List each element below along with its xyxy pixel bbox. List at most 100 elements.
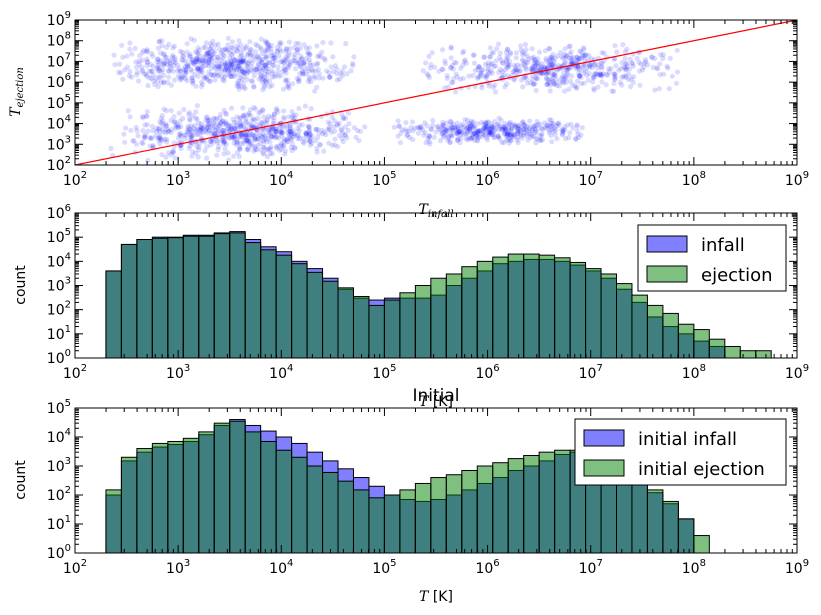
scatter-point: [422, 130, 428, 136]
scatter-point: [551, 128, 557, 134]
scatter-point: [619, 82, 625, 88]
scatter-point: [162, 136, 168, 142]
scatter-point: [165, 68, 172, 74]
scatter-point: [621, 64, 627, 70]
scatter-point: [520, 119, 526, 125]
histogram-bar: [492, 462, 509, 553]
x-tick-label: 103: [166, 558, 190, 577]
scatter-point: [193, 49, 199, 55]
histogram-bar: [538, 254, 556, 358]
scatter-point: [566, 44, 572, 50]
scatter-point: [244, 136, 250, 143]
scatter-point: [254, 53, 261, 59]
scatter-point: [286, 83, 292, 89]
x-tick-label: 103: [166, 170, 190, 189]
scatter-point: [305, 123, 311, 129]
scatter-point: [440, 122, 446, 128]
scatter-point: [196, 140, 202, 146]
scatter-point: [492, 127, 498, 133]
scatter-point: [521, 130, 527, 136]
scatter-point: [257, 109, 263, 115]
scatter-point: [178, 76, 184, 82]
scatter-point: [550, 61, 556, 67]
scatter-point: [279, 133, 285, 139]
scatter-point: [560, 129, 566, 135]
scatter-point: [530, 64, 536, 70]
scatter-point: [273, 144, 279, 150]
scatter-point: [328, 40, 334, 46]
legend-swatch: [583, 429, 625, 447]
scatter-point: [573, 136, 579, 142]
scatter-point: [249, 117, 255, 123]
scatter-point: [309, 67, 315, 73]
scatter-point: [271, 115, 277, 121]
scatter-point: [313, 126, 319, 132]
scatter-point: [154, 59, 160, 65]
scatter-point: [171, 43, 177, 49]
scatter-point: [234, 139, 240, 145]
scatter-point: [209, 48, 215, 54]
scatter-point: [529, 66, 535, 72]
scatter-point: [569, 82, 576, 88]
scatter-point: [127, 114, 133, 120]
scatter-point: [290, 81, 296, 87]
scatter-point: [285, 56, 291, 62]
scatter-point: [278, 40, 284, 46]
scatter-point: [244, 64, 250, 70]
scatter-point: [287, 129, 293, 135]
scatter-point: [472, 130, 478, 136]
scatter-point: [242, 45, 249, 51]
scatter-point: [248, 78, 255, 84]
scatter-point: [543, 56, 549, 62]
scatter-point: [290, 57, 296, 64]
scatter-point: [218, 120, 224, 126]
scatter-point: [259, 120, 265, 126]
scatter-point: [230, 50, 237, 56]
scatter-point: [296, 57, 302, 64]
scatter-point: [453, 60, 459, 66]
scatter-point: [409, 119, 416, 125]
scatter-point: [306, 124, 312, 130]
scatter-point: [613, 63, 619, 69]
scatter-point: [244, 133, 250, 139]
scatter-point: [266, 44, 272, 51]
scatter-point: [496, 123, 502, 129]
scatter-point: [171, 140, 177, 146]
scatter-point: [454, 131, 461, 137]
scatter-point: [437, 138, 443, 144]
scatter-point: [234, 150, 240, 156]
scatter-point: [238, 83, 244, 90]
scatter-point: [561, 70, 567, 76]
scatter-point: [196, 57, 203, 63]
scatter-point: [265, 69, 271, 75]
histogram-bar: [693, 329, 710, 358]
scatter-point: [140, 128, 146, 134]
scatter-point: [267, 146, 274, 152]
scatter-point: [185, 125, 191, 131]
scatter-point: [625, 77, 632, 83]
y-tick-label: 108: [47, 31, 71, 50]
scatter-point: [172, 119, 178, 125]
scatter-point: [279, 130, 286, 136]
scatter-point: [282, 67, 288, 73]
scatter-point: [218, 73, 224, 80]
scatter-point: [234, 114, 240, 120]
scatter-point: [184, 62, 190, 68]
scatter-point: [513, 55, 519, 61]
scatter-point: [253, 41, 259, 48]
scatter-point: [142, 122, 148, 128]
scatter-point: [297, 45, 303, 51]
scatter-point: [120, 54, 126, 60]
scatter-point: [164, 44, 170, 50]
scatter-point: [231, 57, 237, 63]
scatter-point: [215, 127, 221, 134]
scatter-point: [111, 52, 117, 58]
scatter-point: [327, 74, 333, 80]
legend-swatch: [583, 459, 625, 477]
scatter-point: [226, 67, 232, 73]
scatter-point: [296, 41, 302, 47]
scatter-point: [254, 64, 260, 70]
scatter-point: [145, 157, 151, 163]
scatter-point: [128, 127, 134, 133]
scatter-point: [595, 84, 601, 90]
